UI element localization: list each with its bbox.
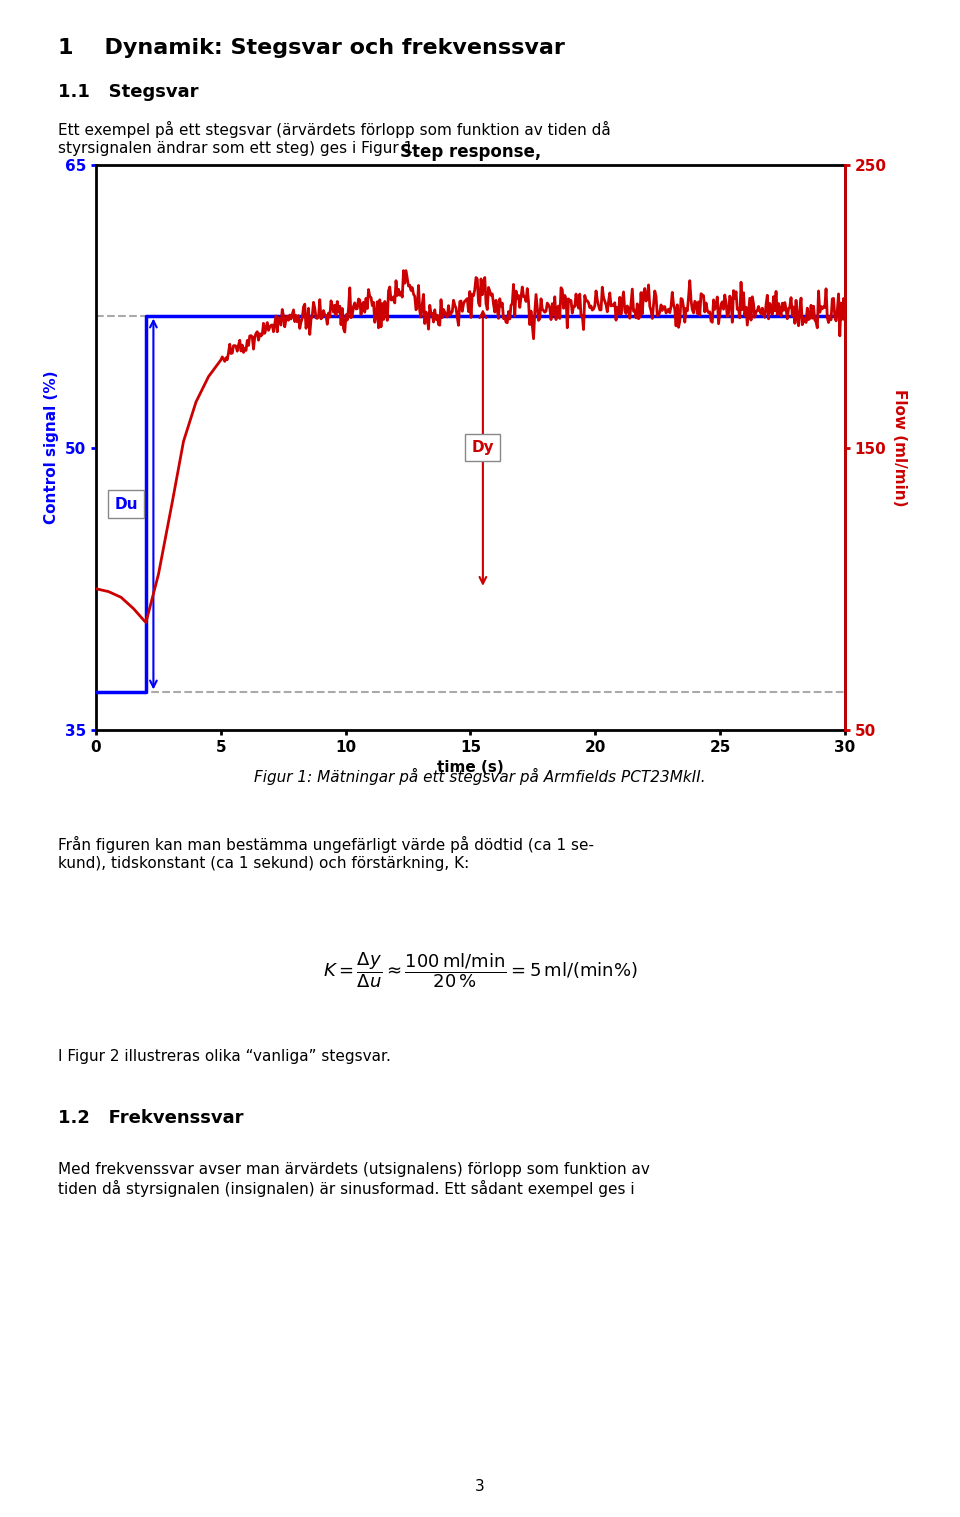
Text: 1.1   Stegsvar: 1.1 Stegsvar (58, 83, 198, 102)
Text: Från figuren kan man bestämma ungefärligt värde på dödtid (ca 1 se-
kund), tidsk: Från figuren kan man bestämma ungefärlig… (58, 836, 593, 871)
Text: 1.2   Frekvenssvar: 1.2 Frekvenssvar (58, 1109, 243, 1127)
Y-axis label: Control signal (%): Control signal (%) (44, 370, 60, 525)
Text: Ett exempel på ett stegsvar (ärvärdets förlopp som funktion av tiden då
styrsign: Ett exempel på ett stegsvar (ärvärdets f… (58, 121, 611, 156)
Text: 1    Dynamik: Stegsvar och frekvenssvar: 1 Dynamik: Stegsvar och frekvenssvar (58, 38, 564, 58)
Text: $K = \dfrac{\Delta y}{\Delta u} \approx \dfrac{100\,\mathrm{ml/min}}{20\,\%} = 5: $K = \dfrac{\Delta y}{\Delta u} \approx … (323, 950, 637, 989)
Title: Step response,: Step response, (399, 143, 541, 161)
Text: I Figur 2 illustreras olika “vanliga” stegsvar.: I Figur 2 illustreras olika “vanliga” st… (58, 1048, 391, 1063)
Text: Du: Du (114, 496, 137, 511)
Y-axis label: Flow (ml/min): Flow (ml/min) (893, 388, 907, 507)
Text: Dy: Dy (471, 440, 494, 455)
Text: Med frekvenssvar avser man ärvärdets (utsignalens) förlopp som funktion av
tiden: Med frekvenssvar avser man ärvärdets (ut… (58, 1162, 650, 1197)
X-axis label: time (s): time (s) (437, 760, 504, 775)
Text: Figur 1: Mätningar på ett stegsvar på Armfields PCT23MkII.: Figur 1: Mätningar på ett stegsvar på Ar… (254, 768, 706, 784)
Text: 3: 3 (475, 1479, 485, 1494)
